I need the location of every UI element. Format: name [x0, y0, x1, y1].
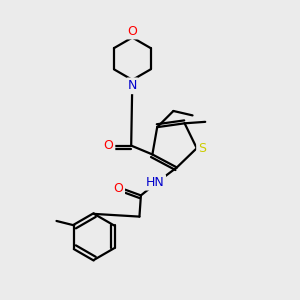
Text: S: S	[198, 142, 206, 155]
Text: O: O	[128, 25, 137, 38]
Text: HN: HN	[146, 176, 164, 189]
Text: N: N	[128, 79, 137, 92]
Text: O: O	[113, 182, 123, 194]
Text: O: O	[103, 139, 113, 152]
